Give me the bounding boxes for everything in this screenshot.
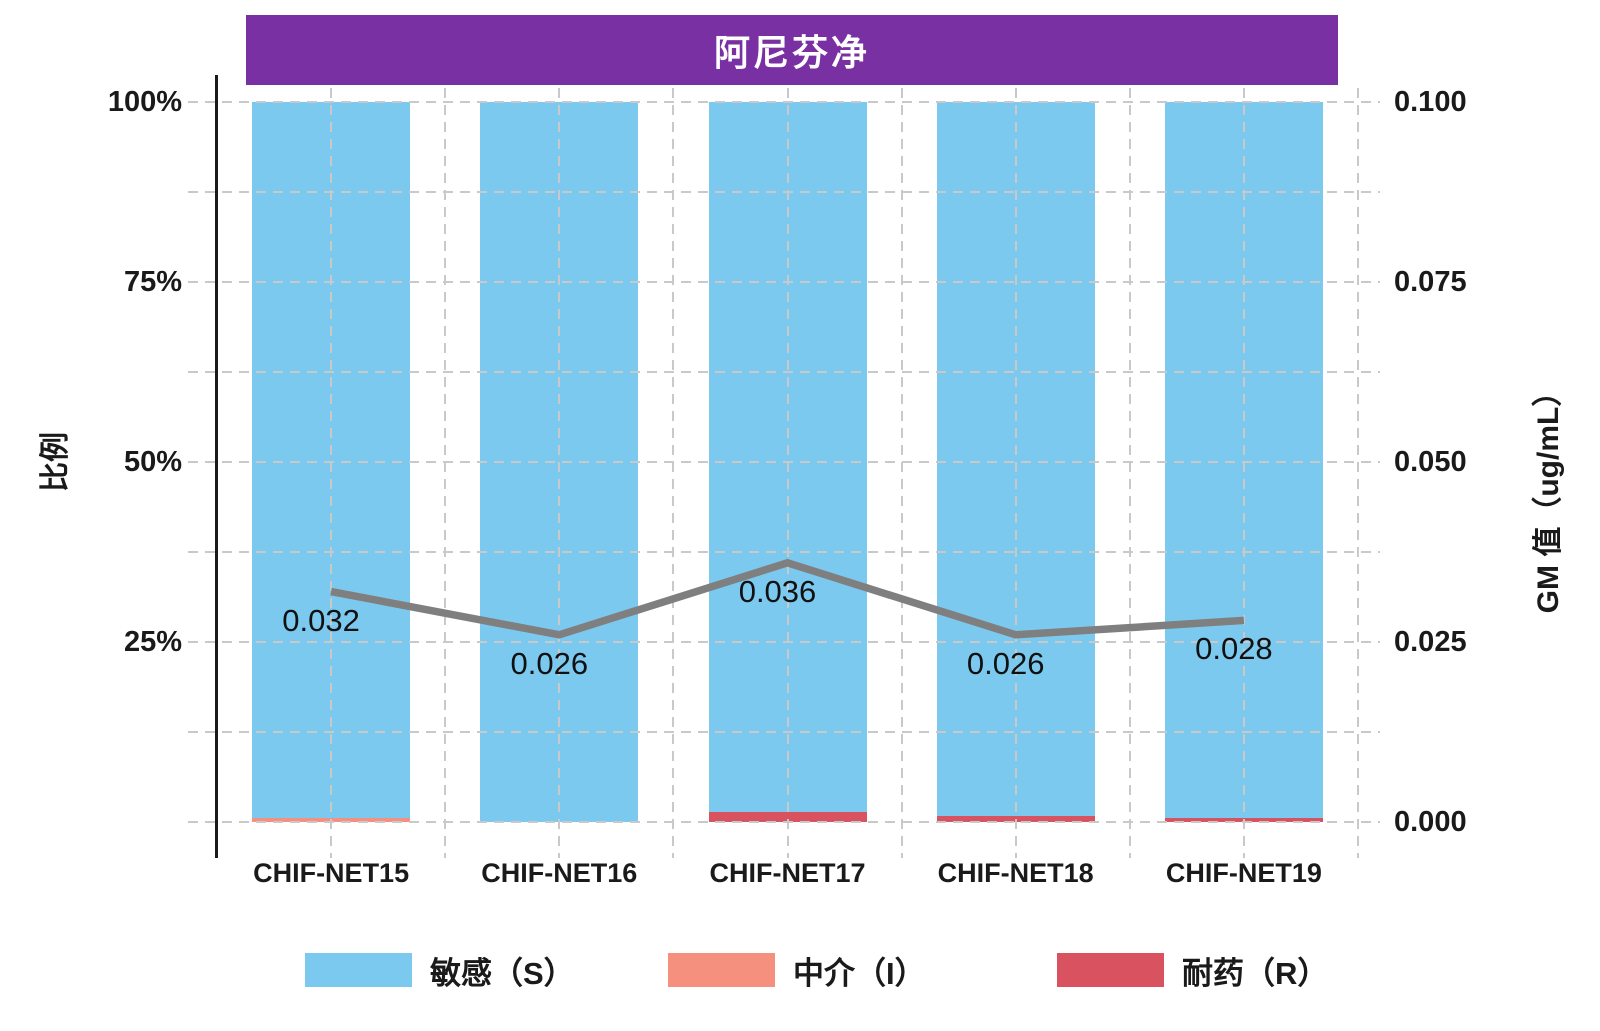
grid-line-vertical [558, 88, 561, 858]
left-axis-line [215, 75, 218, 858]
gm-line [330, 558, 1245, 639]
right-axis-tick-label: 0.100 [1394, 86, 1467, 118]
left-axis-tick-label: 75% [123, 266, 182, 298]
legend-item: 敏感（S） [305, 950, 575, 991]
gm-value-label: 0.036 [738, 573, 817, 609]
gm-value-label: 0.026 [966, 645, 1045, 681]
grid-line-horizontal [188, 101, 1380, 103]
legend-swatch [1057, 953, 1164, 987]
grid-line-vertical [444, 88, 447, 858]
grid-line-vertical [1242, 88, 1245, 858]
left-axis-tick-label: 50% [123, 446, 182, 478]
grid-line-horizontal [188, 821, 1380, 823]
grid-line-vertical [672, 88, 675, 858]
chart-title-banner: 阿尼芬净 [246, 15, 1338, 85]
gm-value-label: 0.032 [282, 602, 360, 638]
x-axis-category-label: CHIF-NET18 [937, 858, 1094, 888]
legend-swatch [305, 953, 412, 987]
right-axis-tick-label: 0.075 [1394, 266, 1467, 298]
grid-line-horizontal [188, 731, 1380, 733]
grid-line-vertical [786, 88, 789, 858]
grid-line-horizontal [188, 551, 1380, 553]
grid-line-horizontal [188, 641, 1380, 643]
grid-line-vertical [1014, 88, 1017, 858]
x-axis-category-label: CHIF-NET19 [1165, 858, 1322, 888]
chart-title: 阿尼芬净 [713, 32, 870, 73]
grid-line-horizontal [188, 281, 1380, 283]
legend-swatch [668, 953, 775, 987]
legend-item: 中介（I） [668, 950, 926, 991]
legend-label: 中介（I） [793, 955, 926, 991]
legend-label: 耐药（R） [1182, 955, 1329, 991]
legend-label: 敏感（S） [430, 955, 575, 991]
grid-line-vertical [330, 88, 333, 858]
x-axis-category-label: CHIF-NET17 [709, 858, 866, 888]
grid-line-vertical [1357, 88, 1359, 858]
legend-item: 耐药（R） [1057, 950, 1329, 991]
x-axis-category-label: CHIF-NET15 [253, 858, 410, 888]
x-axis-category-label: CHIF-NET16 [481, 858, 638, 888]
left-axis-tick-label: 25% [123, 626, 182, 658]
gm-value-label: 0.028 [1195, 631, 1273, 667]
left-axis-tick-label: 100% [107, 86, 182, 118]
right-axis-tick-label: 0.000 [1394, 806, 1467, 838]
grid-line-horizontal [188, 461, 1380, 463]
grid-line-vertical [1128, 88, 1131, 858]
gm-value-label: 0.026 [510, 645, 589, 681]
right-axis-tick-label: 0.050 [1394, 446, 1467, 478]
grid-line-vertical [900, 88, 903, 858]
grid-line-horizontal [188, 371, 1380, 373]
right-axis-tick-label: 0.025 [1394, 626, 1467, 658]
grid-line-horizontal [188, 191, 1380, 193]
